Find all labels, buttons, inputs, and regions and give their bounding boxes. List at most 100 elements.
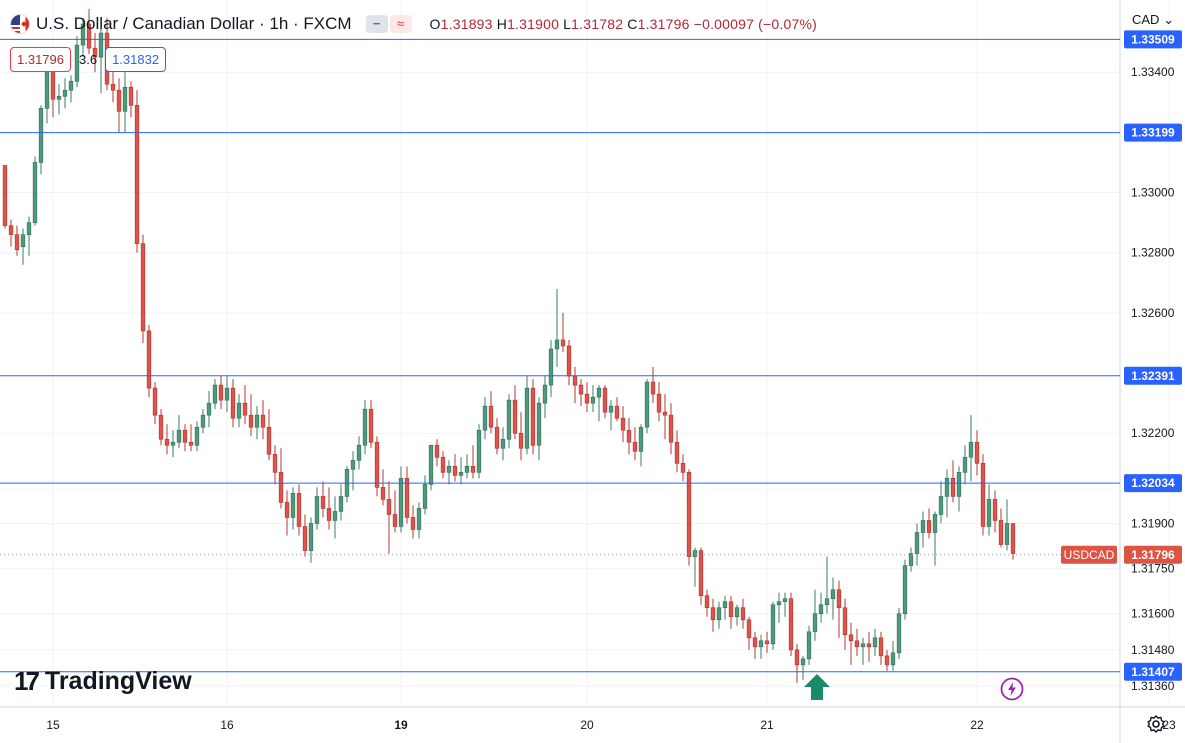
indicator-pill[interactable]: − ≈ bbox=[365, 15, 412, 33]
level-label: 1.33199 bbox=[1131, 126, 1175, 140]
candle-body bbox=[884, 655, 890, 666]
candle-body bbox=[152, 387, 158, 416]
lightning-icon[interactable] bbox=[1000, 677, 1024, 701]
candle-body bbox=[236, 402, 242, 419]
candle-body bbox=[290, 493, 296, 518]
candle-body bbox=[218, 384, 224, 401]
current-price-label: 1.31796 bbox=[1131, 548, 1175, 562]
candle-body bbox=[374, 441, 380, 488]
open-value: 1.31893 bbox=[440, 16, 493, 32]
candle-body bbox=[68, 80, 74, 91]
candle-body bbox=[548, 348, 554, 386]
candle-body bbox=[710, 607, 716, 621]
candle-body bbox=[950, 478, 956, 497]
minus-icon[interactable]: − bbox=[365, 15, 388, 33]
candle-body bbox=[620, 417, 626, 431]
price-tick-label: 1.33400 bbox=[1131, 65, 1175, 79]
candle-body bbox=[212, 384, 218, 404]
time-tick-label: 22 bbox=[970, 718, 984, 732]
price-tick-label: 1.31480 bbox=[1131, 643, 1175, 657]
candle-body bbox=[518, 432, 524, 449]
time-tick-label: 21 bbox=[760, 718, 774, 732]
settings-icon[interactable] bbox=[1146, 714, 1166, 734]
candle-body bbox=[92, 47, 98, 58]
level-label: 1.32391 bbox=[1131, 369, 1175, 383]
low-value: 1.31782 bbox=[571, 16, 624, 32]
candle-body bbox=[296, 493, 302, 527]
candle-body bbox=[830, 589, 836, 599]
candle-body bbox=[380, 487, 386, 500]
tradingview-logo[interactable]: 17 TradingView bbox=[14, 666, 192, 697]
candle-body bbox=[362, 408, 368, 446]
candle-body bbox=[56, 95, 62, 100]
sell-price-button[interactable]: 1.31796 bbox=[10, 47, 71, 72]
symbol-title[interactable]: U.S. Dollar / Canadian Dollar · 1h · FXC… bbox=[36, 14, 352, 33]
candle-body bbox=[14, 234, 20, 251]
candle-body bbox=[734, 607, 740, 618]
candlestick-series bbox=[2, 9, 1016, 683]
candle-body bbox=[818, 604, 824, 615]
candle-body bbox=[8, 225, 14, 235]
candle-body bbox=[932, 514, 938, 533]
candle-body bbox=[794, 649, 800, 666]
up-arrow-icon bbox=[804, 674, 830, 700]
candle-body bbox=[962, 456, 968, 473]
candle-body bbox=[398, 478, 404, 527]
level-label-box bbox=[1124, 474, 1182, 493]
candle-body bbox=[920, 520, 926, 533]
high-value: 1.31900 bbox=[507, 16, 560, 32]
level-label: 1.33509 bbox=[1131, 32, 1175, 46]
currency-selector[interactable]: CAD ⌄ bbox=[1132, 12, 1174, 28]
candle-body bbox=[326, 508, 332, 521]
candle-body bbox=[260, 414, 266, 428]
candle-body bbox=[572, 375, 578, 386]
currency-label[interactable]: CAD bbox=[1132, 12, 1160, 27]
candle-body bbox=[80, 23, 86, 46]
ohlc-readout: O1.31893 H1.31900 L1.31782 C1.31796 −0.0… bbox=[430, 16, 817, 32]
candle-body bbox=[404, 478, 410, 518]
candle-body bbox=[146, 330, 152, 389]
level-label-box bbox=[1124, 30, 1182, 49]
candle-body bbox=[752, 637, 758, 648]
candle-body bbox=[578, 384, 584, 395]
candle-body bbox=[392, 514, 398, 527]
candle-body bbox=[680, 463, 686, 473]
candle-body bbox=[842, 607, 848, 636]
candle-body bbox=[638, 426, 644, 452]
candle-body bbox=[278, 472, 284, 503]
close-value: 1.31796 bbox=[637, 16, 690, 32]
candle-body bbox=[494, 426, 500, 449]
candle-body bbox=[716, 607, 722, 621]
level-label-box bbox=[1124, 366, 1182, 385]
price-tick-label: 1.31750 bbox=[1131, 562, 1175, 576]
candle-body bbox=[698, 550, 704, 596]
candle-body bbox=[944, 478, 950, 497]
candle-body bbox=[662, 411, 668, 416]
candle-body bbox=[452, 466, 458, 476]
wave-icon[interactable]: ≈ bbox=[389, 15, 412, 33]
chevron-down-icon[interactable]: ⌄ bbox=[1163, 12, 1174, 27]
candle-body bbox=[890, 652, 896, 666]
price-tick-label: 1.32200 bbox=[1131, 426, 1175, 440]
buy-price-button[interactable]: 1.31832 bbox=[105, 47, 167, 72]
candle-body bbox=[536, 402, 542, 446]
candle-body bbox=[434, 444, 440, 458]
spread-value: 3.6 bbox=[79, 52, 98, 67]
current-price-line: USDCAD 1.31796 bbox=[0, 545, 1182, 564]
candle-body bbox=[158, 414, 164, 440]
candle-body bbox=[32, 162, 38, 223]
candle-body bbox=[284, 502, 290, 518]
candle-body bbox=[992, 499, 998, 521]
candle-body bbox=[806, 631, 812, 660]
candle-body bbox=[242, 402, 248, 416]
candle-body bbox=[248, 414, 254, 428]
candle-body bbox=[644, 381, 650, 428]
candle-body bbox=[860, 643, 866, 648]
candle-body bbox=[128, 86, 134, 106]
candle-body bbox=[302, 526, 308, 551]
candle-body bbox=[626, 429, 632, 443]
price-tick-label: 1.31360 bbox=[1131, 679, 1175, 693]
candle-body bbox=[998, 520, 1004, 545]
candle-body bbox=[86, 23, 92, 49]
